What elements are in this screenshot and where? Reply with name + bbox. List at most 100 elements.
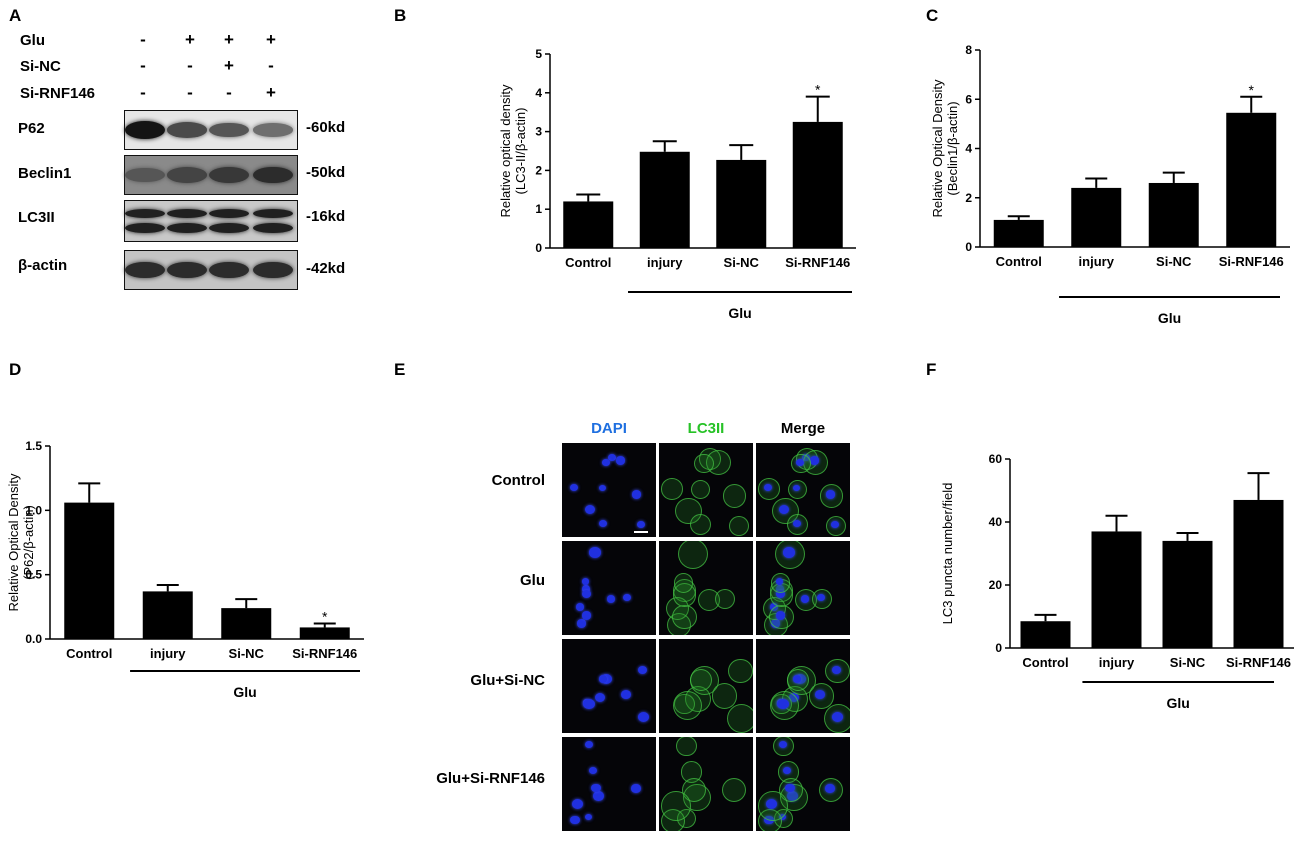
y-axis-label-secondary: (P62/β-actin) bbox=[21, 505, 36, 580]
nucleus bbox=[585, 504, 596, 515]
y-axis-label: Relative Optical Density bbox=[6, 473, 21, 611]
lc3-signal bbox=[676, 737, 697, 757]
x-tick-label: Control bbox=[66, 646, 112, 661]
y-axis-label: LC3 puncta number/field bbox=[940, 483, 955, 625]
micrograph-merge-3 bbox=[756, 639, 850, 733]
kd-label-lc3ii: -16kd bbox=[306, 208, 346, 225]
y-tick-label: 0.5 bbox=[25, 568, 42, 582]
micrograph-lc3ii-4 bbox=[659, 737, 753, 831]
nucleus bbox=[606, 595, 616, 603]
nucleus bbox=[595, 692, 606, 703]
nucleus bbox=[621, 690, 632, 699]
blot-strip-beta-actin bbox=[124, 250, 298, 290]
nucleus bbox=[825, 784, 835, 793]
column-head-lc3ii: LC3II bbox=[687, 420, 725, 437]
y-tick-label: 2 bbox=[535, 163, 542, 177]
nucleus bbox=[607, 453, 616, 462]
band-4-lane-3 bbox=[209, 261, 249, 279]
nucleus bbox=[775, 611, 786, 620]
nucleus bbox=[815, 690, 826, 699]
kd-label-p62: -60kd bbox=[306, 119, 346, 136]
sign-3-1: - bbox=[140, 83, 146, 102]
nucleus bbox=[623, 594, 632, 601]
nucleus bbox=[792, 519, 801, 527]
bar bbox=[221, 608, 272, 639]
lc3-signal bbox=[694, 454, 714, 474]
lc3-signal bbox=[690, 514, 712, 536]
band-1-lane-1 bbox=[125, 121, 165, 139]
panel-letter-f: F bbox=[926, 360, 937, 379]
y-tick-label: 2 bbox=[965, 191, 972, 205]
sign-1-1: - bbox=[140, 30, 146, 49]
significance-mark: * bbox=[815, 82, 821, 98]
lc3-signal bbox=[729, 515, 750, 536]
band-3-lane-4 bbox=[253, 223, 293, 234]
nucleus bbox=[792, 484, 801, 492]
chart-b-lc3ii-density: 0 1 2 3 4 5 Control injury Si-NC * Si-RNF146 Glu Rel… bbox=[498, 47, 856, 321]
x-tick-label: Si-NC bbox=[724, 255, 760, 270]
x-tick-label: injury bbox=[1099, 655, 1135, 670]
bar bbox=[792, 121, 843, 248]
x-tick-label: Si-NC bbox=[1170, 655, 1206, 670]
bar bbox=[64, 502, 115, 639]
treatment-label-glu: Glu bbox=[20, 32, 45, 49]
band-3-lane-3 bbox=[209, 209, 249, 219]
group-label: Glu bbox=[233, 684, 256, 700]
y-tick-label: 3 bbox=[535, 125, 542, 139]
x-tick-label: Control bbox=[1022, 655, 1068, 670]
lc3-signal bbox=[818, 777, 844, 803]
blot-strip-beclin1 bbox=[124, 155, 298, 195]
sign-2-3: + bbox=[224, 56, 234, 75]
y-axis-label-secondary: (Beclin1/β-actin) bbox=[945, 101, 960, 195]
nucleus bbox=[792, 675, 802, 683]
kd-label-beta-actin: -42kd bbox=[306, 260, 346, 277]
lc3-signal bbox=[661, 478, 683, 500]
band-1-lane-2 bbox=[167, 122, 207, 138]
y-tick-label: 6 bbox=[965, 92, 972, 106]
x-tick-label: Si-RNF146 bbox=[1226, 655, 1291, 670]
nucleus bbox=[631, 784, 641, 793]
nucleus bbox=[831, 520, 840, 528]
chart-f-lc3-puncta: 0 20 40 60 Control injury Si-NC Si-RNF146 Glu LC3… bbox=[940, 452, 1294, 711]
group-label: Glu bbox=[1158, 310, 1181, 326]
lc3-signal bbox=[672, 691, 702, 721]
band-4-lane-1 bbox=[125, 261, 165, 279]
y-tick-label: 1.5 bbox=[25, 439, 42, 453]
lc3-signal bbox=[728, 659, 753, 684]
blot-strip-lc3ii bbox=[124, 200, 298, 242]
y-tick-label: 0.0 bbox=[25, 632, 42, 646]
nucleus bbox=[581, 585, 591, 594]
y-tick-label: 20 bbox=[989, 578, 1003, 592]
y-tick-label: 40 bbox=[989, 515, 1003, 529]
x-tick-label: Control bbox=[996, 254, 1042, 269]
bar bbox=[1226, 112, 1277, 247]
lc3-signal bbox=[672, 604, 697, 630]
bar bbox=[1071, 187, 1122, 247]
lc3-signal bbox=[660, 791, 691, 821]
blot-label-lc3ii: LC3II bbox=[18, 209, 55, 226]
x-tick-label: Si-NC bbox=[229, 646, 265, 661]
nucleus bbox=[570, 815, 580, 824]
y-tick-label: 1 bbox=[535, 202, 542, 216]
row-label-glu-si-nc: Glu+Si-NC bbox=[470, 672, 545, 689]
nucleus bbox=[766, 799, 778, 810]
sign-1-3: + bbox=[224, 30, 234, 49]
bar bbox=[1020, 621, 1071, 648]
micrograph-dapi-2 bbox=[562, 541, 656, 635]
x-tick-label: Si-RNF146 bbox=[785, 255, 850, 270]
sign-3-4: + bbox=[266, 83, 276, 102]
lc3-signal bbox=[825, 659, 850, 684]
bar bbox=[1148, 182, 1199, 247]
nucleus bbox=[589, 766, 598, 775]
nucleus bbox=[602, 459, 610, 466]
nucleus bbox=[581, 589, 591, 598]
nucleus bbox=[598, 484, 607, 492]
bar bbox=[1091, 531, 1142, 648]
micrograph-dapi-4 bbox=[562, 737, 656, 831]
band-3-lane-4 bbox=[253, 209, 293, 219]
row-label-control: Control bbox=[491, 472, 545, 489]
y-axis-label-secondary: (LC3-II/β-actin) bbox=[513, 108, 528, 195]
x-tick-label: injury bbox=[1079, 254, 1115, 269]
row-label-glu-si-rnf146: Glu+Si-RNF146 bbox=[436, 770, 545, 787]
nucleus bbox=[785, 784, 795, 793]
